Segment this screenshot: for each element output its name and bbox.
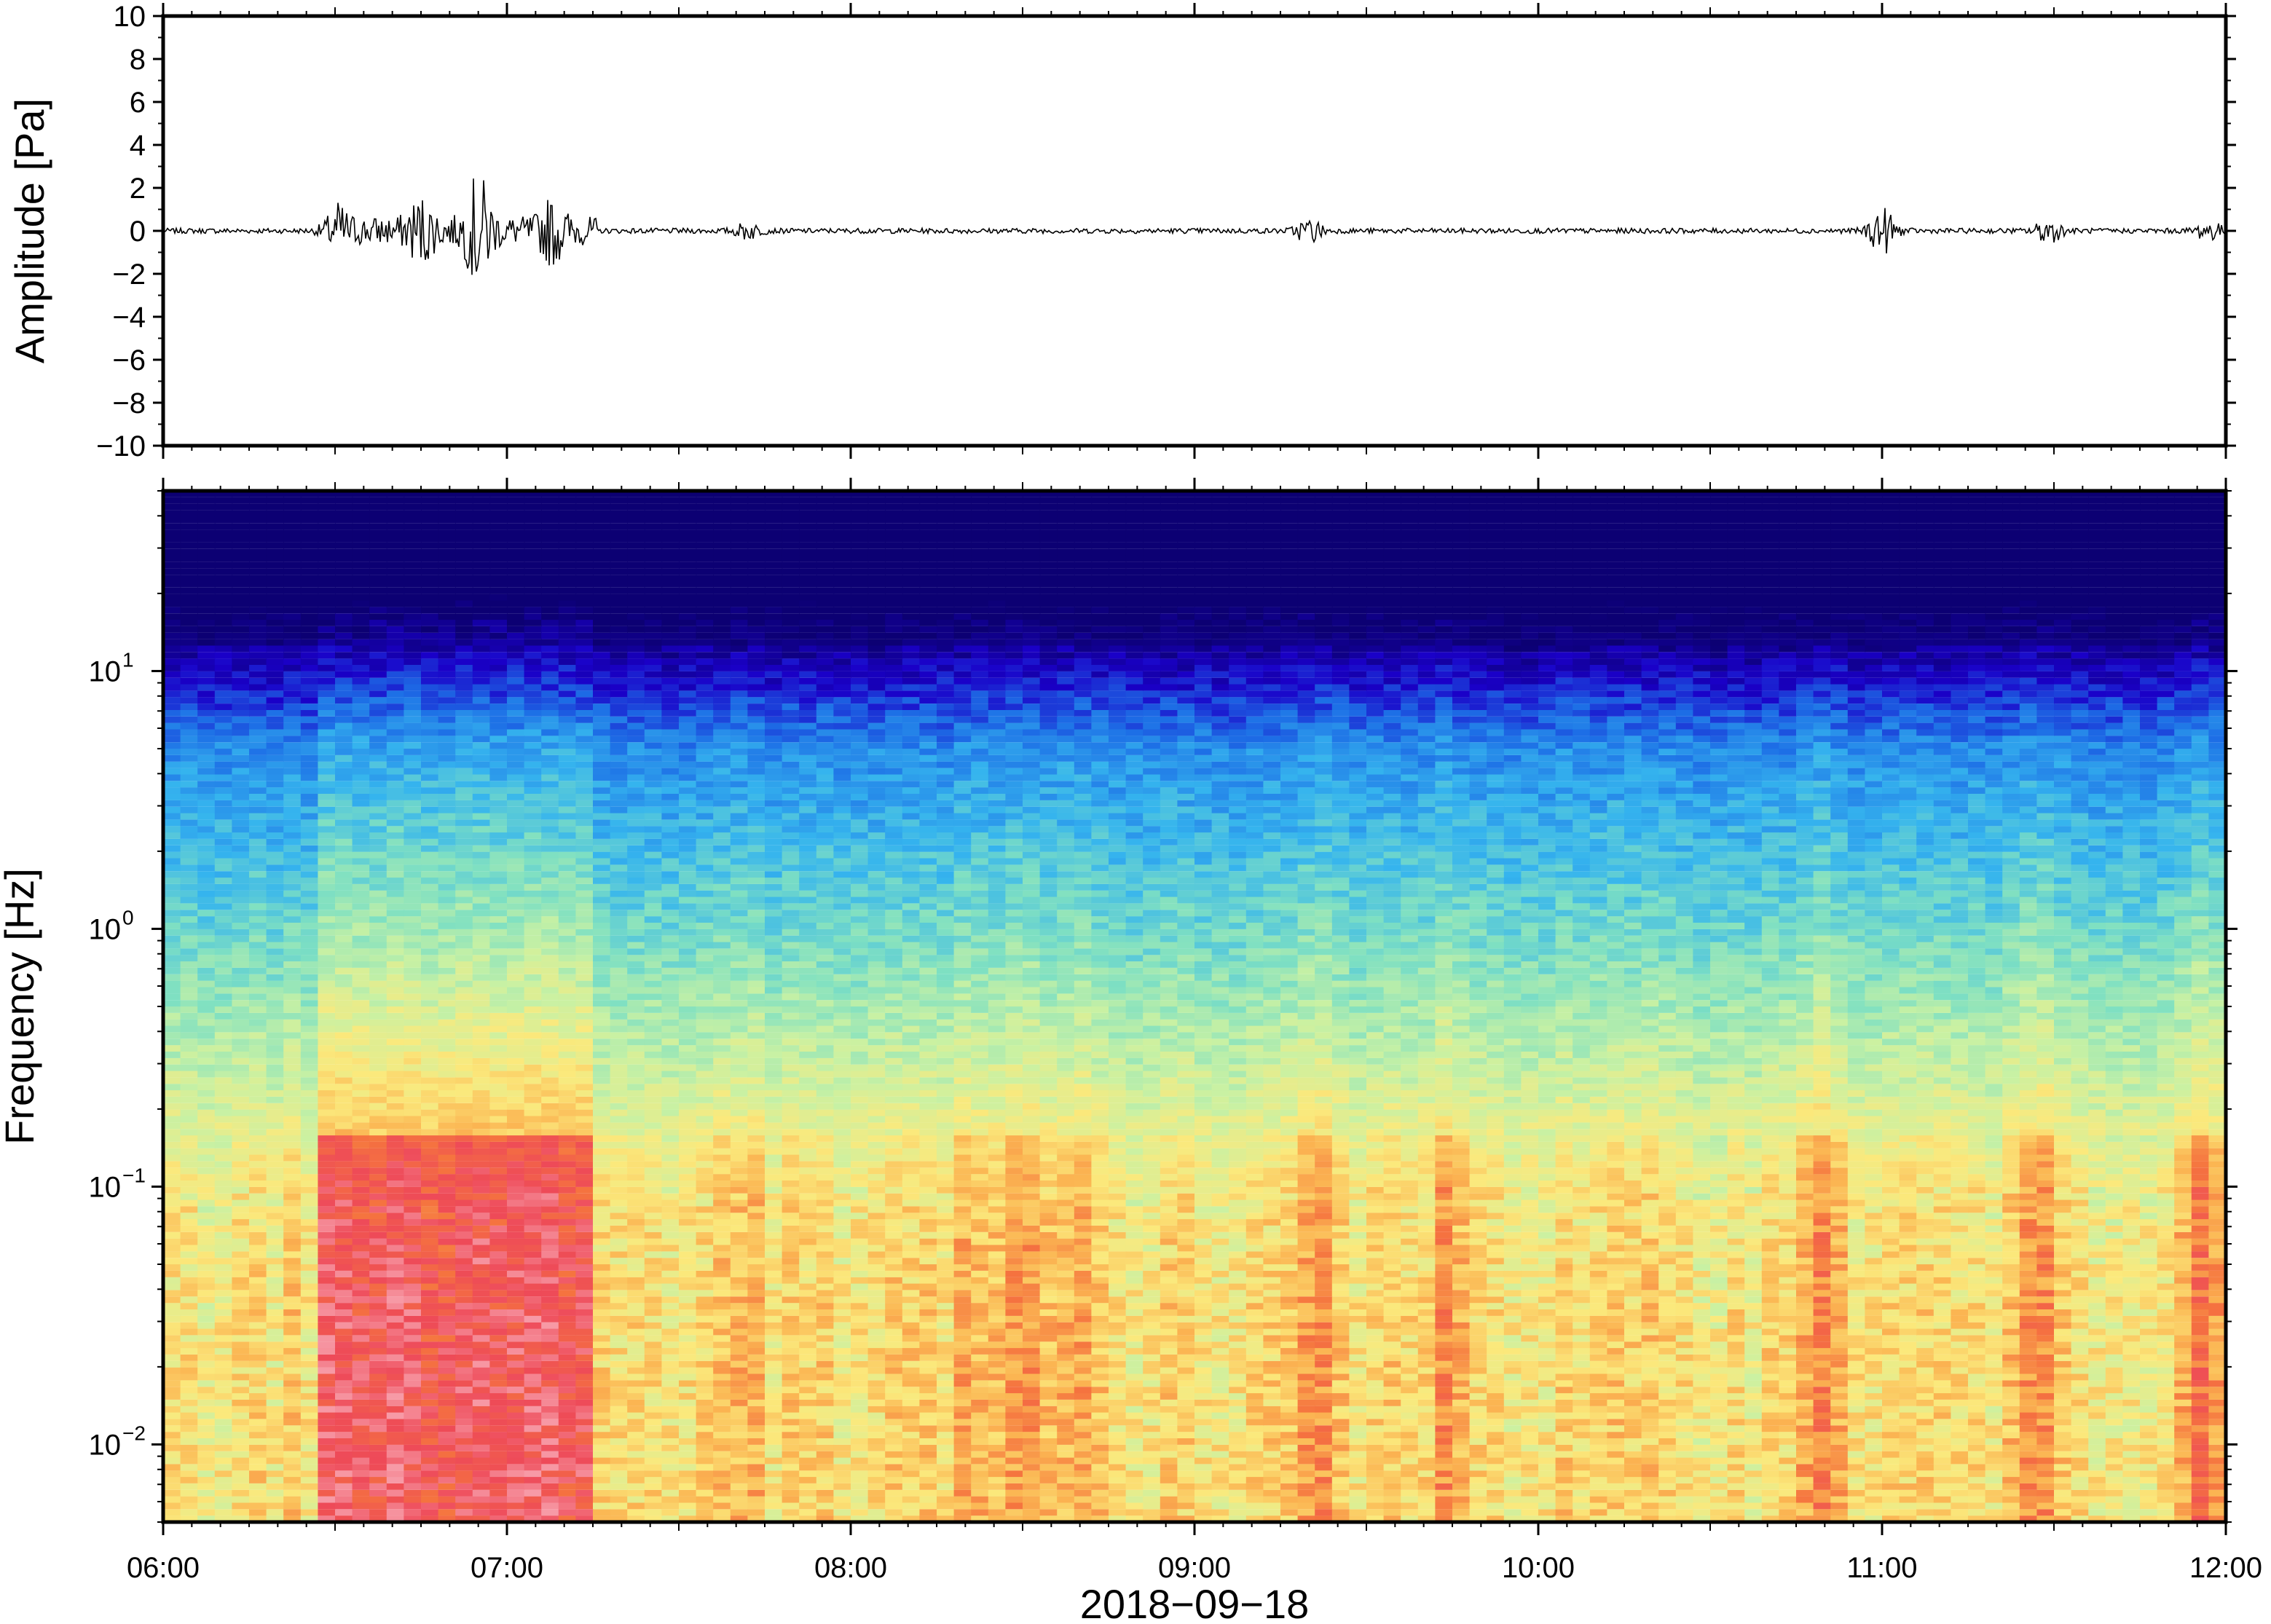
y-tick-label: −4 [112, 301, 146, 334]
y-tick-exponent: −1 [122, 1164, 146, 1186]
y-tick-label: 10 [89, 1171, 122, 1203]
x-tick-label: 11:00 [1846, 1552, 1917, 1584]
y-tick-exponent: −2 [122, 1422, 146, 1444]
y-tick-label: −2 [112, 259, 146, 291]
date-label: 2018−09−18 [1080, 1581, 1310, 1624]
y-tick-label: −8 [112, 387, 146, 419]
x-tick-label: 09:00 [1158, 1552, 1231, 1584]
spectrogram-x-axis: 06:00 07:00 08:00 09:00 10:00 11:00 12:00 [127, 478, 2262, 1584]
y-tick-label: 4 [130, 130, 146, 162]
spectrogram-image [163, 491, 2226, 1522]
waveform-x-ticks [162, 3, 2227, 459]
y-tick-label: 10 [89, 1429, 122, 1461]
y-tick-label: 6 [130, 87, 146, 119]
y-tick-label: 10 [89, 913, 122, 945]
y-tick-exponent: 1 [122, 648, 134, 671]
waveform-trace [163, 178, 2226, 275]
y-tick-exponent: 0 [122, 906, 134, 929]
y-tick-label: 0 [130, 216, 146, 248]
waveform-panel: 10 8 6 4 2 0 −2 −4 −6 −8 −10 Amplitude [Pa] [7, 1, 2236, 462]
x-tick-label: 06:00 [127, 1552, 200, 1584]
waveform-y-label: Amplitude [Pa] [7, 98, 52, 363]
y-tick-label: 2 [130, 173, 146, 205]
spectrogram-y-label: Frequency [Hz] [0, 868, 42, 1145]
x-tick-label: 12:00 [2189, 1552, 2262, 1584]
y-tick-label: 8 [130, 44, 146, 76]
y-tick-label: −6 [112, 344, 146, 377]
x-tick-label: 07:00 [471, 1552, 543, 1584]
y-tick-label: 10 [114, 1, 146, 33]
y-tick-label: −10 [96, 430, 146, 462]
y-tick-label: 10 [89, 655, 122, 687]
x-tick-label: 10:00 [1502, 1552, 1575, 1584]
x-tick-label: 08:00 [814, 1552, 887, 1584]
